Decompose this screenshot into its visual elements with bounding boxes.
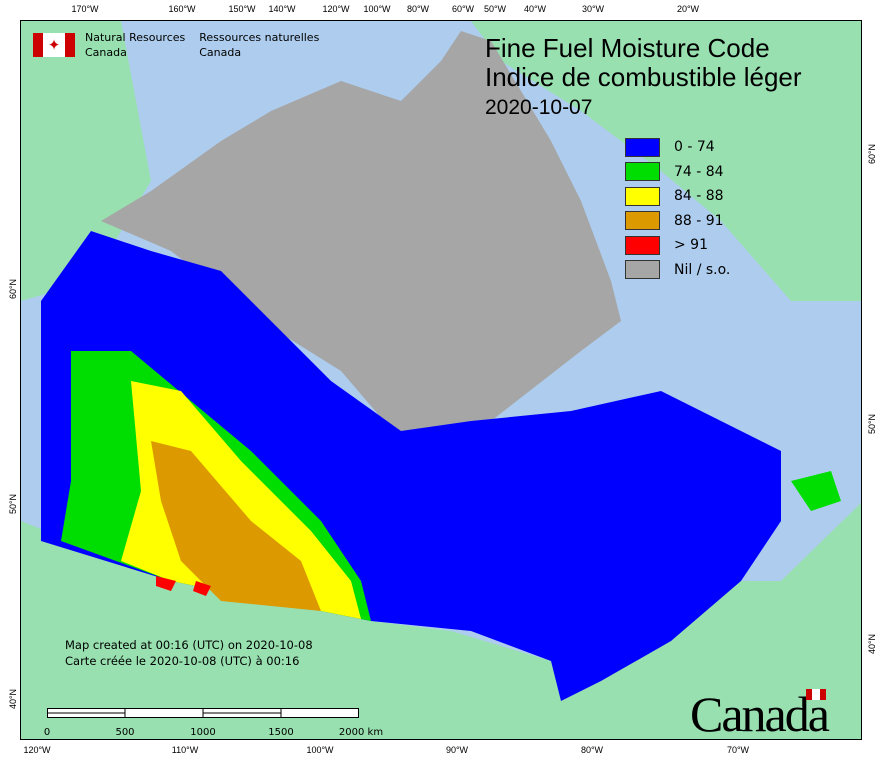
scale-label: 1000 [190,727,216,738]
usa-land [21,502,861,739]
created-en: Map created at 00:16 (UTC) on 2020-10-08 [65,638,313,652]
legend-swatch [625,260,660,280]
axis-tick-label: 80°W [580,745,604,755]
alaska-land [21,21,151,301]
fire-region-orange [151,441,321,611]
nrcan-signature: ✦ Natural Resources Canada Ressources na… [33,30,319,60]
title-french: Indice de combustible léger [485,62,802,92]
canada-flag-icon: ✦ [33,33,75,57]
scale-bar: 0 500 1000 1500 2000 km [44,705,383,738]
axis-tick-label: 170°W [71,4,99,14]
scale-label: 1500 [268,727,294,738]
axis-tick-label: 100°W [306,745,334,755]
scale-label: 500 [115,727,135,738]
legend-swatch [625,235,660,255]
agency-en-line2: Canada [85,46,127,59]
agency-en-line1: Natural Resources [85,31,186,44]
axis-tick-label: 80°W [406,4,430,14]
axis-tick-label: 40°W [523,4,547,14]
axis-tick-label: 120°W [322,4,350,14]
greenland-land [471,21,861,301]
canada-wordmark: Canada [690,686,830,742]
arctic-islands [101,31,621,441]
scale-bar-graphic [47,708,359,718]
axis-tick-label: 40°N [8,688,19,710]
legend-item: 84 - 88 [625,184,730,209]
legend-swatch [625,162,660,182]
legend-label: 88 - 91 [674,212,724,229]
map-title: Fine Fuel Moisture Code Indice de combus… [485,34,802,92]
created-fr: Carte créée le 2020-10-08 (UTC) à 00:16 [65,654,300,668]
axis-tick-label: 60°W [451,4,475,14]
legend-swatch [625,186,660,206]
legend-item: Nil / s.o. [625,258,730,283]
axis-tick-label: 120°W [23,745,51,755]
axis-tick-label: 30°W [581,4,605,14]
axis-tick-label: 50°W [483,4,507,14]
axis-tick-label: 140°W [268,4,296,14]
title-english: Fine Fuel Moisture Code [485,33,770,63]
fire-region-red [156,576,211,596]
legend-item: 74 - 84 [625,160,730,185]
axis-tick-label: 60°N [867,143,878,165]
axis-tick-label: 50°N [8,493,19,515]
scale-label: 0 [43,727,51,738]
legend-label: 0 - 74 [674,139,715,156]
axis-tick-label: 90°W [445,745,469,755]
legend-label: > 91 [674,237,708,254]
agency-fr-line2: Canada [199,46,242,59]
scale-label: 2000 km [338,727,384,738]
axis-tick-label: 70°W [726,745,750,755]
legend: 0 - 74 74 - 84 84 - 88 88 - 91 > 91 Nil / s.o… [625,135,730,282]
axis-tick-label: 150°W [228,4,256,14]
map-frame [20,20,862,740]
creation-note: Map created at 00:16 (UTC) on 2020-10-08… [65,637,313,669]
axis-tick-label: 60°N [8,278,19,300]
legend-label: 84 - 88 [674,188,724,205]
nova-scotia-green [791,471,841,511]
legend-item: > 91 [625,233,730,258]
legend-label: Nil / s.o. [674,261,731,278]
legend-item: 0 - 74 [625,135,730,160]
axis-tick-label: 40°N [867,633,878,655]
legend-swatch [625,137,660,157]
wordmark-flag-icon [805,689,826,700]
legend-label: 74 - 84 [674,163,724,180]
legend-item: 88 - 91 [625,209,730,234]
axis-tick-label: 110°W [171,745,199,755]
axis-tick-label: 20°W [676,4,700,14]
axis-tick-label: 100°W [363,4,391,14]
map-date: 2020-10-07 [485,96,593,119]
axis-tick-label: 160°W [168,4,196,14]
agency-fr-line1: Ressources naturelles [199,31,320,44]
legend-swatch [625,211,660,231]
map-canvas [21,21,861,739]
axis-tick-label: 50°N [867,413,878,435]
